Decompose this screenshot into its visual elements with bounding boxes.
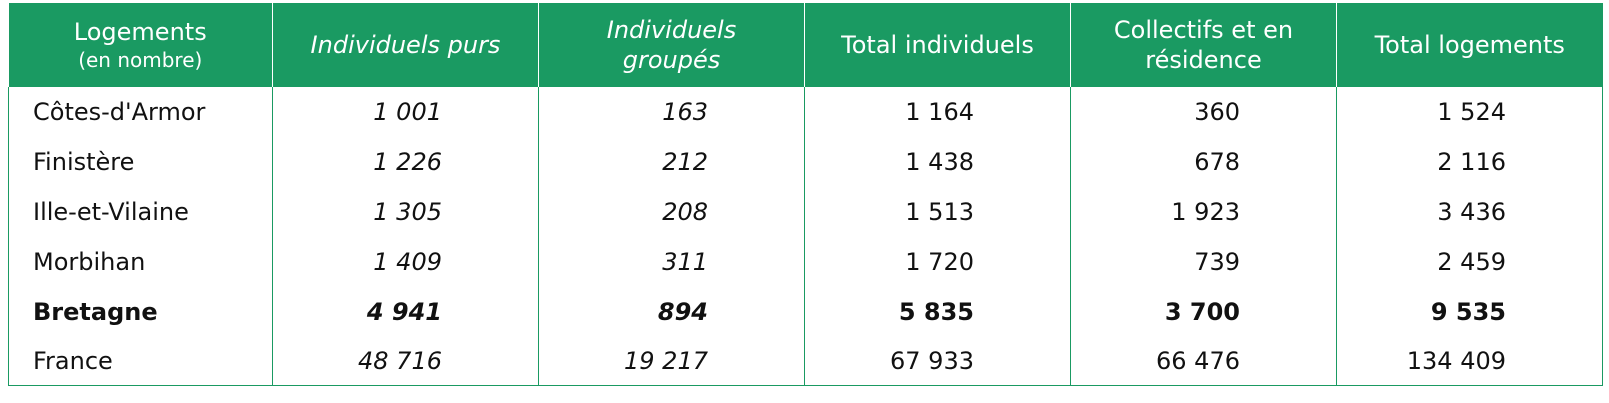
cell-value: 163 — [538, 87, 805, 137]
header-row: Logements (en nombre) Individuels purs Indi… — [8, 3, 1603, 87]
cell-value: 311 — [538, 237, 805, 287]
cell-value: 1 164 — [804, 87, 1071, 137]
header-cell: Individuels groupés — [538, 3, 805, 87]
row-label: Finistère — [8, 137, 273, 187]
row-label: France — [8, 337, 273, 386]
table-row: Finistère 1 226 212 1 438 678 2 116 — [8, 137, 1603, 187]
row-label: Morbihan — [8, 237, 273, 287]
cell-value: 48 716 — [272, 337, 539, 386]
row-label: Ille-et-Vilaine — [8, 187, 273, 237]
table-body: Côtes-d'Armor 1 001 163 1 164 360 1 524 Finist… — [8, 87, 1603, 386]
cell-value: 2 116 — [1336, 137, 1603, 187]
header-cell: Collectifs et en résidence — [1070, 3, 1337, 87]
header-cell: Individuels purs — [272, 3, 539, 87]
cell-value: 1 001 — [272, 87, 539, 137]
cell-value: 1 409 — [272, 237, 539, 287]
cell-value: 1 226 — [272, 137, 539, 187]
cell-value: 1 438 — [804, 137, 1071, 187]
cell-value: 1 524 — [1336, 87, 1603, 137]
cell-value: 67 933 — [804, 337, 1071, 386]
row-label: Côtes-d'Armor — [8, 87, 273, 137]
header-text: résidence — [1145, 46, 1262, 74]
cell-value: 1 720 — [804, 237, 1071, 287]
cell-value: 2 459 — [1336, 237, 1603, 287]
cell-value: 208 — [538, 187, 805, 237]
cell-value: 1 305 — [272, 187, 539, 237]
cell-value: 134 409 — [1336, 337, 1603, 386]
cell-value: 9 535 — [1336, 287, 1603, 337]
cell-value: 1 513 — [804, 187, 1071, 237]
header-text: Individuels — [606, 16, 737, 44]
cell-value: 4 941 — [272, 287, 539, 337]
header-text: Total logements — [1374, 31, 1565, 59]
header-text: Collectifs et en — [1113, 16, 1294, 44]
table-wrap: Logements (en nombre) Individuels purs Indi… — [8, 3, 1603, 386]
table-row: France 48 716 19 217 67 933 66 476 134 409 — [8, 337, 1603, 386]
header-cell: Total individuels — [804, 3, 1071, 87]
cell-value: 360 — [1070, 87, 1337, 137]
table-row: Bretagne 4 941 894 5 835 3 700 9 535 — [8, 287, 1603, 337]
header-text: groupés — [622, 46, 721, 74]
cell-value: 5 835 — [804, 287, 1071, 337]
header-cell: Logements (en nombre) — [8, 3, 273, 87]
header-cell: Total logements — [1336, 3, 1603, 87]
row-label: Bretagne — [8, 287, 273, 337]
header-text: Logements — [73, 18, 207, 46]
cell-value: 19 217 — [538, 337, 805, 386]
cell-value: 1 923 — [1070, 187, 1337, 237]
cell-value: 739 — [1070, 237, 1337, 287]
cell-value: 3 700 — [1070, 287, 1337, 337]
cell-value: 3 436 — [1336, 187, 1603, 237]
table-row: Morbihan 1 409 311 1 720 739 2 459 — [8, 237, 1603, 287]
cell-value: 66 476 — [1070, 337, 1337, 386]
cell-value: 894 — [538, 287, 805, 337]
header-text: Total individuels — [841, 31, 1034, 59]
header-text: Individuels purs — [310, 31, 501, 59]
housing-table: Logements (en nombre) Individuels purs Indi… — [8, 3, 1603, 386]
header-subtitle: (en nombre) — [78, 48, 203, 72]
cell-value: 212 — [538, 137, 805, 187]
table-row: Ille-et-Vilaine 1 305 208 1 513 1 923 3 436 — [8, 187, 1603, 237]
cell-value: 678 — [1070, 137, 1337, 187]
table-row: Côtes-d'Armor 1 001 163 1 164 360 1 524 — [8, 87, 1603, 137]
